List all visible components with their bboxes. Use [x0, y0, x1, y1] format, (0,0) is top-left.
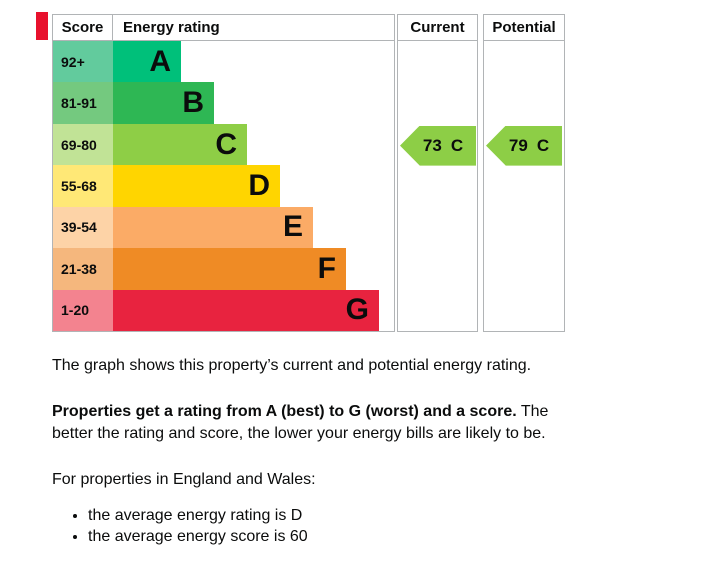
score-range-b: 81-91 [53, 82, 113, 124]
potential-column: Potential 79 C [483, 14, 565, 332]
potential-header: Potential [484, 15, 564, 41]
description-text: The graph shows this property’s current … [52, 355, 582, 547]
band-letter-f: F [317, 251, 336, 285]
score-range-a: 92+ [53, 41, 113, 83]
band-bar-c: C [113, 123, 247, 166]
bar-cell: C [113, 123, 394, 166]
current-header: Current [398, 15, 477, 41]
rating-column: Score Energy rating 92+ A 81-91 B 69-80 C 55-6… [52, 14, 395, 332]
band-row-f: 21-38 F [53, 248, 394, 290]
band-row-c: 69-80 C [53, 123, 394, 166]
score-header: Score [53, 15, 113, 40]
current-letter: C [450, 135, 464, 155]
band-letter-d: D [248, 168, 270, 202]
band-row-e: 39-54 E [53, 206, 394, 249]
region-line: For properties in England and Wales: [52, 471, 316, 488]
potential-rating-arrow: 79 C [486, 125, 562, 166]
band-bar-a: A [113, 41, 181, 83]
red-marker [36, 12, 48, 40]
current-column: Current 73 C [397, 14, 478, 332]
band-row-b: 81-91 B [53, 82, 394, 124]
averages-list: the average energy rating is D the avera… [88, 505, 582, 547]
score-range-d: 55-68 [53, 165, 113, 207]
bar-cell: A [113, 41, 394, 83]
band-row-d: 55-68 D [53, 165, 394, 207]
potential-letter: C [536, 135, 550, 155]
score-range-g: 1-20 [53, 289, 113, 331]
rating-explanation-rest: The better the rating and score, the low… [52, 403, 549, 442]
score-range-c: 69-80 [53, 123, 113, 166]
chart-header-row: Score Energy rating [53, 15, 394, 41]
score-range-f: 21-38 [53, 248, 113, 290]
energy-rating-header: Energy rating [123, 19, 220, 36]
current-rating-arrow: 73 C [400, 125, 476, 166]
bar-cell: D [113, 165, 394, 207]
band-letter-b: B [182, 86, 204, 120]
band-bar-d: D [113, 165, 280, 207]
energy-rating-chart: Score Energy rating 92+ A 81-91 B 69-80 C 55-6… [52, 14, 565, 332]
score-range-e: 39-54 [53, 206, 113, 249]
average-score-item: the average energy score is 60 [88, 526, 582, 547]
band-letter-c: C [215, 127, 237, 161]
band-letter-g: G [345, 293, 369, 327]
band-bar-g: G [113, 289, 379, 331]
bar-cell: B [113, 82, 394, 124]
rating-explanation-bold: Properties get a rating from A (best) to… [52, 403, 517, 420]
band-letter-e: E [282, 210, 303, 244]
average-rating-item: the average energy rating is D [88, 505, 582, 526]
band-bar-e: E [113, 206, 313, 249]
band-bar-b: B [113, 82, 214, 124]
band-letter-a: A [149, 44, 171, 78]
potential-score: 79 [508, 135, 528, 155]
band-bar-f: F [113, 248, 346, 290]
bar-cell: E [113, 206, 394, 249]
band-rows: 92+ A 81-91 B 69-80 C 55-68 D 39-54 E 21-38 F 1-20 G [53, 41, 394, 331]
current-score: 73 [422, 135, 442, 155]
rating-explanation: Properties get a rating from A (best) to… [52, 401, 582, 445]
band-row-a: 92+ A [53, 41, 394, 83]
bar-cell: F [113, 248, 394, 290]
band-row-g: 1-20 G [53, 289, 394, 331]
graph-description: The graph shows this property’s current … [52, 357, 532, 374]
bar-cell: G [113, 289, 394, 331]
